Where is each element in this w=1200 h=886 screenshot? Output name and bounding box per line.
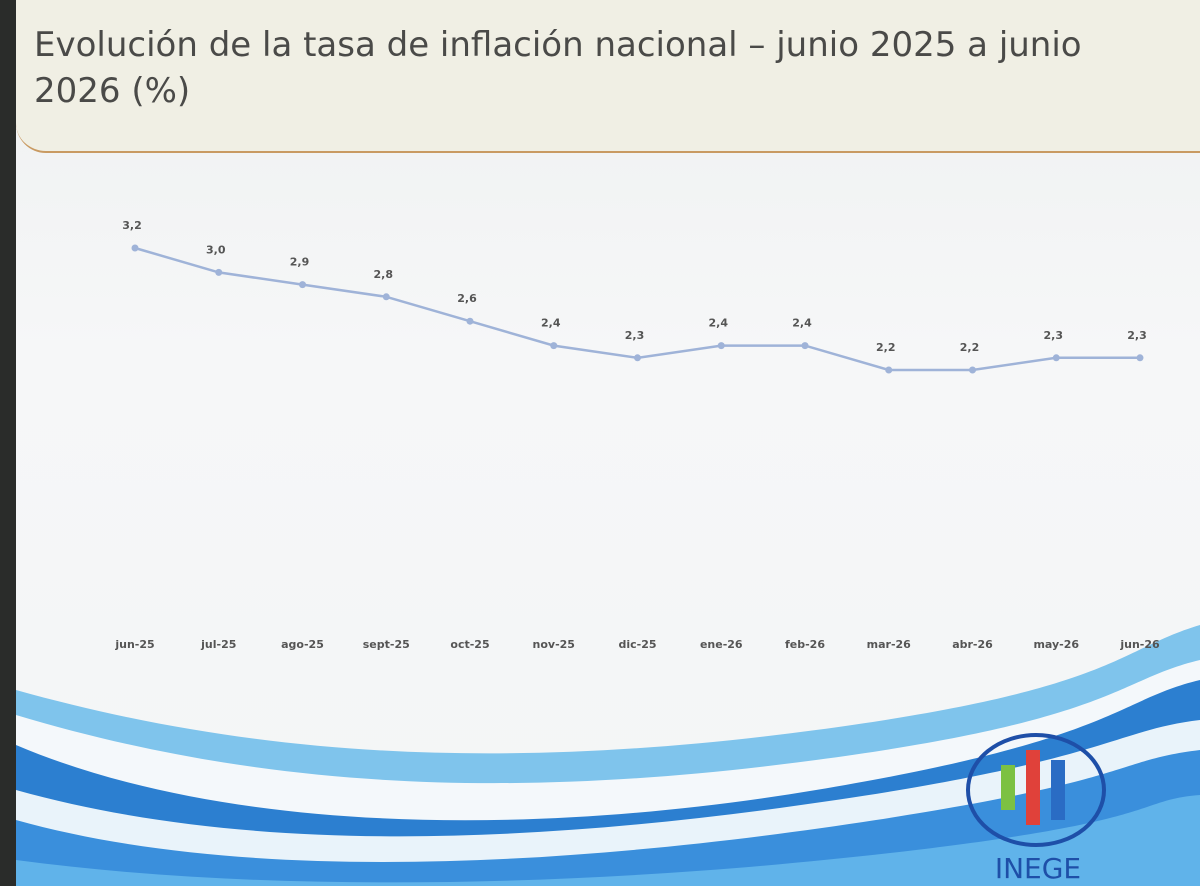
logo-ring — [966, 733, 1106, 847]
point — [717, 342, 725, 350]
x-tick-label: jul-25 — [200, 638, 236, 651]
value-label: 2,3 — [625, 329, 645, 342]
value-label: 2,3 — [1127, 329, 1147, 342]
logo-bar — [1051, 760, 1065, 820]
x-tick-label: sept-25 — [363, 638, 410, 651]
value-label: 2,3 — [1044, 329, 1064, 342]
value-label: 2,4 — [541, 317, 561, 330]
x-tick-label: oct-25 — [450, 638, 489, 651]
x-tick-label: mar-26 — [867, 638, 912, 651]
chart: INEGE jun-25 jul-25 ago-25 sept-25 oct-25 nov… — [16, 219, 1200, 886]
point — [969, 366, 976, 374]
x-tick-label: ago-25 — [281, 638, 324, 651]
slide: Evolución de la tasa de inflación nacion… — [16, 0, 1200, 886]
point — [131, 244, 139, 252]
x-tick-label: feb-26 — [785, 638, 825, 651]
x-tick-label: jun-25 — [114, 638, 154, 651]
x-tick-label: jun-26 — [1119, 638, 1160, 651]
x-tick-label: may-26 — [1033, 638, 1079, 651]
value-label: 2,8 — [374, 268, 394, 281]
line — [134, 246, 1140, 372]
point — [634, 354, 641, 362]
point — [550, 342, 558, 350]
x-tick-label: dic-25 — [618, 638, 656, 651]
point — [466, 317, 474, 325]
x-tick-label: abr-26 — [952, 638, 993, 651]
value-label: 3,2 — [122, 219, 142, 232]
value-label: 2,2 — [960, 341, 980, 354]
x-tick-label: nov-25 — [533, 638, 575, 651]
logo-bar — [1026, 750, 1040, 825]
value-label: 2,2 — [876, 341, 896, 354]
x-tick-label: ene-26 — [700, 638, 743, 651]
value-label: 2,4 — [709, 317, 729, 330]
point — [1136, 354, 1144, 362]
value-label: 3,0 — [206, 243, 226, 256]
logo-text: INEGE — [995, 852, 1081, 885]
point — [299, 281, 306, 289]
value-label: 2,4 — [792, 317, 812, 330]
wave — [16, 795, 1200, 886]
point — [885, 366, 893, 374]
point — [1052, 354, 1060, 362]
point — [215, 268, 223, 276]
title-box: Evolución de la tasa de inflación nacion… — [16, 0, 1200, 153]
point — [382, 293, 390, 301]
point — [801, 342, 809, 350]
logo-bar — [1001, 765, 1015, 810]
value-label: 2,9 — [290, 256, 310, 269]
chart-title: Evolución de la tasa de inflación nacion… — [34, 25, 1082, 111]
value-label: 2,6 — [457, 292, 477, 305]
